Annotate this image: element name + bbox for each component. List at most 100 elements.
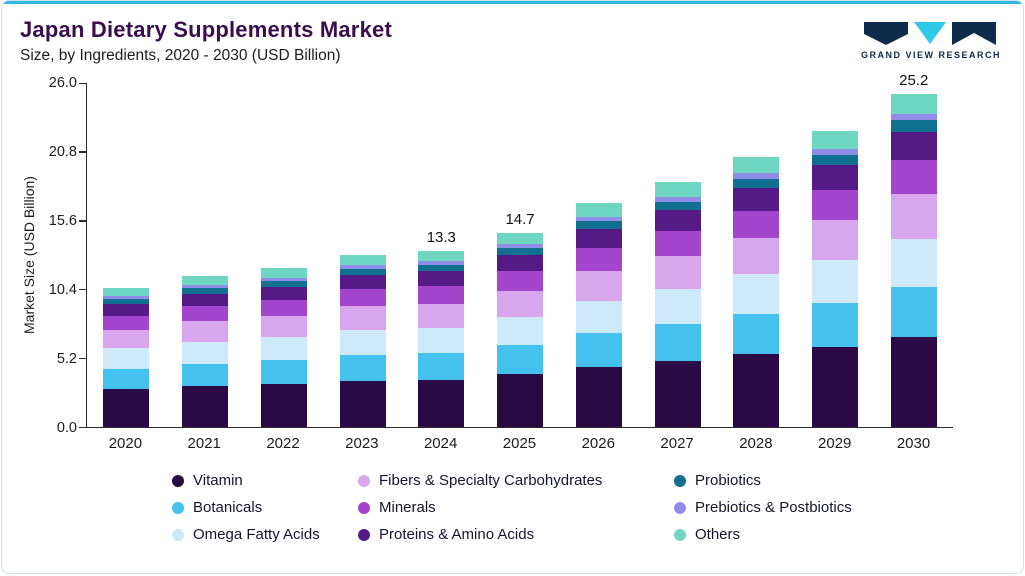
bar-total-label-2025: 14.7	[505, 210, 535, 228]
top-accent-bar	[2, 1, 1023, 4]
legend-dot-others	[674, 528, 686, 541]
bar-segment-omega-fatty-acids	[260, 337, 307, 361]
bar-segment-probiotics	[733, 178, 780, 189]
bar-2029	[811, 83, 858, 427]
x-tick-label-2024: 2024	[423, 435, 458, 452]
legend-item-fibers-and-specialty-carbohydrates: Fibers & Specialty Carbohydrates	[358, 472, 674, 489]
bar-segment-botanicals	[575, 333, 622, 367]
bar-segment-others	[890, 93, 937, 114]
bar-segment-minerals	[811, 189, 858, 220]
bar-segment-botanicals	[260, 360, 307, 385]
bar-segment-proteins-and-amino-acids	[654, 210, 701, 232]
bar-segment-vitamin	[103, 389, 150, 427]
legend-dot-vitamin	[172, 474, 184, 487]
bar-segment-fibers-and-specialty-carbohydrates	[654, 255, 701, 289]
y-tick-label: 15.6	[48, 213, 77, 229]
y-tick-label: 20.8	[48, 144, 77, 160]
bar-column-2027	[638, 83, 717, 427]
x-tick-label-2020: 2020	[108, 435, 143, 452]
bar-segment-probiotics	[339, 268, 386, 275]
bar-segment-fibers-and-specialty-carbohydrates	[339, 306, 386, 330]
chart-legend: Vitamin Fibers & Specialty Carbohydrates P…	[172, 472, 1007, 543]
page-title: Japan Dietary Supplements Market	[20, 17, 392, 42]
bar-segment-botanicals	[733, 313, 780, 355]
legend-dot-botanicals	[172, 501, 184, 514]
bar-segment-minerals	[497, 271, 544, 291]
bar-total-label-2024: 13.3	[426, 228, 456, 246]
bar-segment-vitamin	[733, 354, 780, 427]
legend-dot-minerals	[358, 501, 370, 514]
bar-segment-probiotics	[575, 221, 622, 230]
bar-segment-minerals	[654, 231, 701, 256]
bar-segment-minerals	[575, 248, 622, 271]
bar-segment-botanicals	[811, 302, 858, 347]
y-tick-mark	[79, 426, 87, 428]
bar-column-2022	[244, 83, 323, 427]
legend-dot-fibers-and-specialty-carbohydrates	[358, 474, 370, 487]
x-tick-label-2025: 2025	[502, 435, 537, 452]
bar-segment-vitamin	[890, 337, 937, 427]
bar-segment-others	[575, 203, 622, 217]
bar-column-2025: 14.7	[481, 83, 560, 427]
bar-segment-prebiotics-and-postbiotics	[103, 296, 150, 300]
bar-segment-omega-fatty-acids	[103, 348, 150, 369]
bar-segment-others	[182, 276, 229, 286]
bar-segment-minerals	[260, 300, 307, 316]
chart: Market Size (USD Billion) 0.0 5.2 10.4 15.6…	[18, 72, 953, 436]
bar-segment-botanicals	[339, 354, 386, 381]
bar-segment-botanicals	[890, 287, 937, 338]
bar-segment-fibers-and-specialty-carbohydrates	[811, 219, 858, 260]
x-tick-label-2021: 2021	[187, 435, 221, 452]
y-tick-mark	[79, 357, 87, 360]
legend-label: Others	[695, 526, 741, 543]
bar-segment-minerals	[103, 315, 150, 330]
bar-2028	[733, 83, 780, 427]
bar-segment-botanicals	[418, 353, 465, 380]
bar-segment-minerals	[890, 160, 937, 194]
bar-segment-probiotics	[654, 201, 701, 211]
bar-segment-others	[497, 232, 544, 245]
bar-segment-proteins-and-amino-acids	[497, 254, 544, 272]
bar-column-2020	[87, 83, 166, 427]
bar-segment-fibers-and-specialty-carbohydrates	[418, 303, 465, 328]
bar-segment-prebiotics-and-postbiotics	[654, 196, 701, 202]
bar-segment-minerals	[733, 211, 780, 239]
bar-segment-fibers-and-specialty-carbohydrates	[497, 290, 544, 318]
y-tick-label: 26.0	[48, 75, 77, 91]
bar-segment-prebiotics-and-postbiotics	[339, 265, 386, 269]
legend-item-botanicals: Botanicals	[172, 499, 358, 516]
y-tick-label: 0.0	[56, 420, 77, 436]
bar-segment-others	[103, 288, 150, 297]
legend-label: Prebiotics & Postbiotics	[695, 499, 852, 516]
bar-2021	[182, 83, 229, 427]
bar-segment-omega-fatty-acids	[182, 341, 229, 364]
bar-segment-proteins-and-amino-acids	[103, 304, 150, 316]
x-tick-label-2027: 2027	[660, 435, 694, 452]
title-block: Japan Dietary Supplements Market Size, b…	[20, 17, 392, 65]
bar-column-2028	[717, 83, 796, 427]
bar-segment-proteins-and-amino-acids	[339, 274, 386, 290]
bar-segment-prebiotics-and-postbiotics	[890, 113, 937, 121]
legend-label: Botanicals	[193, 499, 263, 516]
legend-item-probiotics: Probiotics	[674, 472, 1007, 489]
bar-segment-fibers-and-specialty-carbohydrates	[103, 329, 150, 349]
bar-segment-proteins-and-amino-acids	[575, 229, 622, 249]
legend-label: Minerals	[379, 499, 436, 516]
legend-item-omega-fatty-acids: Omega Fatty Acids	[172, 526, 358, 543]
legend-dot-prebiotics-and-postbiotics	[674, 501, 686, 514]
bar-segment-minerals	[418, 286, 465, 304]
bar-segment-vitamin	[575, 366, 622, 427]
legend-item-prebiotics-and-postbiotics: Prebiotics & Postbiotics	[674, 499, 1007, 516]
bar-segment-probiotics	[103, 299, 150, 304]
bar-segment-vitamin	[260, 384, 307, 427]
bar-segment-botanicals	[182, 363, 229, 387]
bar-segment-fibers-and-specialty-carbohydrates	[182, 321, 229, 342]
bar-segment-vitamin	[811, 346, 858, 427]
legend-item-proteins-and-amino-acids: Proteins & Amino Acids	[358, 526, 674, 543]
bar-total-label-2030: 25.2	[899, 71, 929, 89]
legend-label: Probiotics	[695, 472, 761, 489]
bar-segment-prebiotics-and-postbiotics	[418, 261, 465, 265]
bar-segment-fibers-and-specialty-carbohydrates	[575, 270, 622, 301]
x-tick-label-2026: 2026	[581, 435, 615, 452]
